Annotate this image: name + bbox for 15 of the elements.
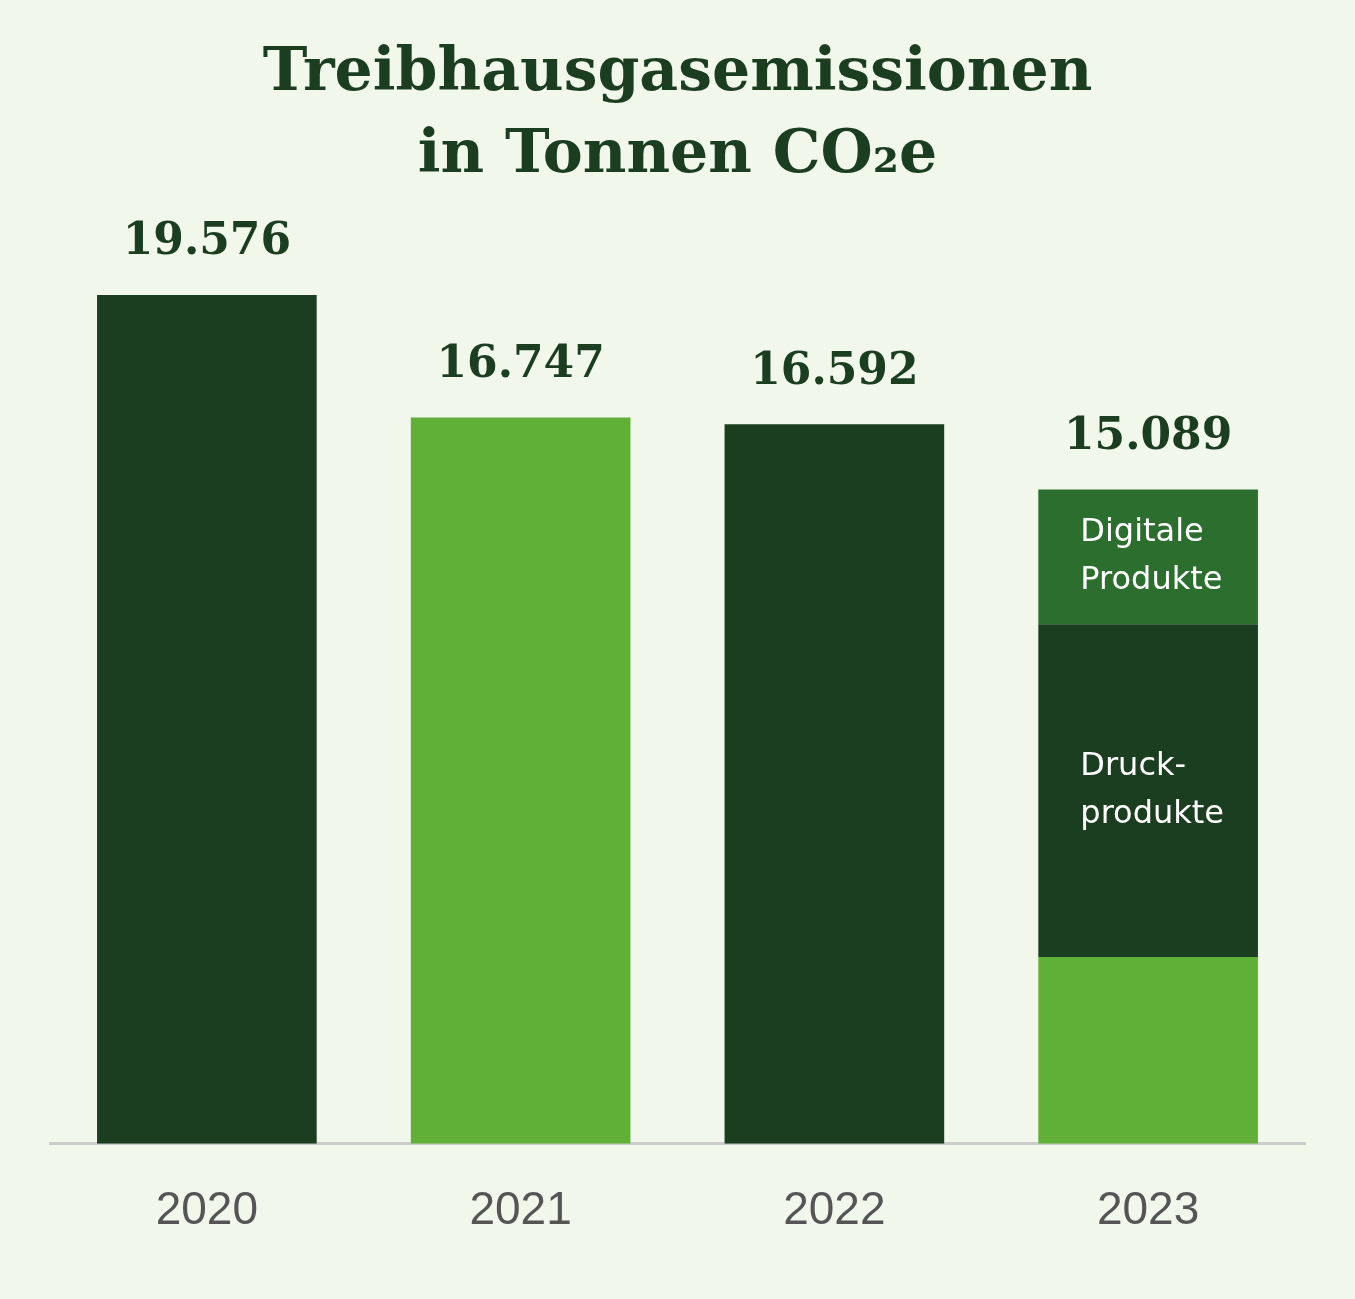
x-tick-label: 2023 — [1096, 1182, 1200, 1235]
chart-title: Treibhausgasemissionen in Tonnen CO₂e — [261, 33, 1094, 188]
x-tick-label: 2021 — [469, 1182, 572, 1235]
bar — [1038, 624, 1258, 957]
x-tick-label: 2020 — [155, 1182, 259, 1235]
total-label: 15.089 — [1063, 407, 1233, 459]
data-label: 19.576 — [122, 213, 292, 265]
bar — [410, 417, 631, 1144]
series-label: Digitale Produkte — [1080, 511, 1223, 598]
data-label: 16.592 — [750, 342, 919, 394]
series-label: Druck- produkte — [1080, 744, 1225, 831]
bar — [1038, 956, 1258, 1144]
bar — [1038, 489, 1258, 625]
x-tick-label: 2022 — [783, 1182, 886, 1235]
data-label: 16.747 — [436, 336, 605, 388]
